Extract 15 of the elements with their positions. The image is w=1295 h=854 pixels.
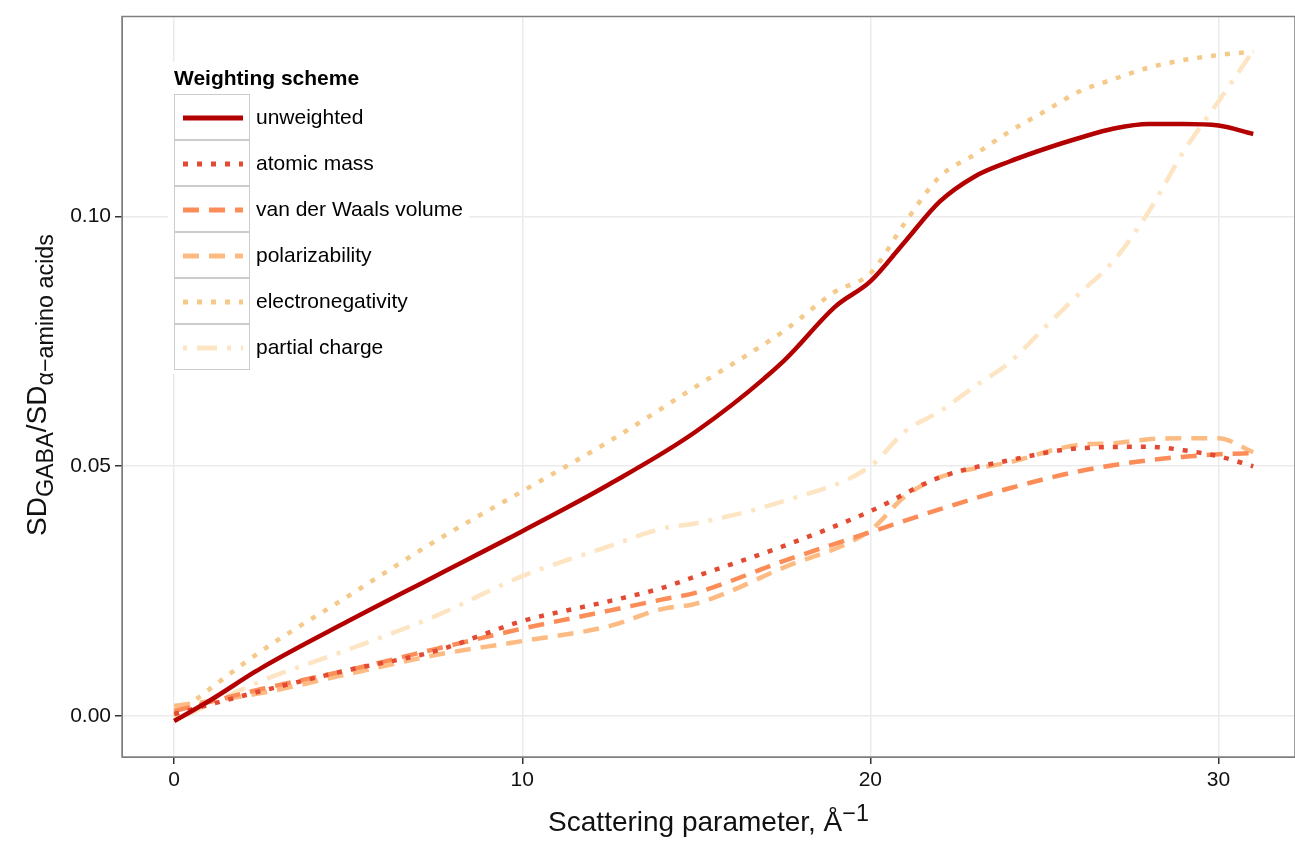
y-tick-label: 0.05 [70, 453, 111, 477]
x-tick-label: 20 [858, 767, 883, 791]
x-tick-label: 0 [168, 767, 181, 791]
legend-label: van der Waals volume [256, 197, 463, 221]
legend-label: partial charge [256, 335, 384, 359]
x-tick-label: 30 [1206, 767, 1231, 791]
legend-label: electronegativity [256, 289, 408, 313]
x-axis-title: Scattering parameter, Å$^{−1}$ [547, 800, 870, 839]
x-tick-label: 10 [510, 767, 534, 791]
y-tick-label: 0.10 [70, 203, 111, 227]
legend-title: Weighting scheme [174, 66, 361, 90]
legend-label: unweighted [256, 105, 364, 129]
y-tick-label: 0.00 [70, 702, 111, 726]
legend-label: polarizability [256, 243, 372, 267]
legend-label: atomic mass [256, 151, 374, 175]
